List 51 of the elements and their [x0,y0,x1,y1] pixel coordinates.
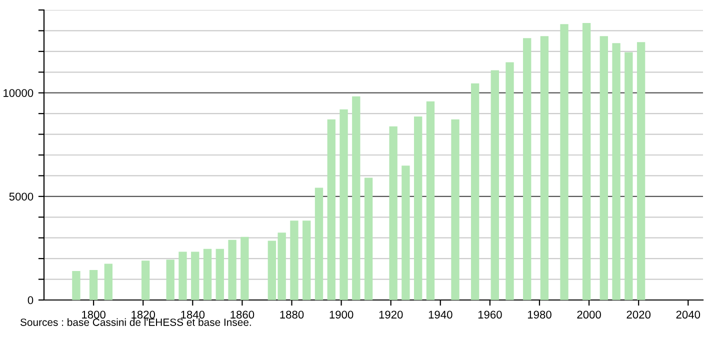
x-tick-label: 1860 [230,310,254,319]
bar [624,52,633,300]
bar [314,188,324,300]
x-tick-label: 1880 [280,310,304,319]
bar [636,42,646,300]
x-tick-label: 1960 [478,310,502,319]
bar [600,36,608,300]
bar [560,24,568,300]
bar [72,271,80,300]
bar [352,96,360,300]
bar [191,252,200,300]
bar [104,264,112,300]
x-tick-label: 1840 [181,310,205,319]
bar [240,236,249,300]
x-tick-label: 1900 [330,310,354,319]
bar [166,260,174,300]
bar [89,270,98,300]
x-tick-label: 2000 [577,310,601,319]
bar [340,109,348,300]
x-tick-label: 1920 [379,310,403,319]
bar [426,101,435,300]
bar [540,36,549,300]
y-tick-label: 5000 [9,192,34,201]
bar [414,116,422,300]
bar [523,38,532,300]
bar [582,23,591,300]
bar [228,240,236,300]
bar [203,248,212,300]
bar [612,43,620,300]
x-tick-label: 1980 [528,310,552,319]
bar [402,166,410,300]
y-tick-label: 0 [28,296,34,304]
x-tick-label: 1940 [428,310,452,319]
x-tick-label: 1800 [82,310,106,319]
bar [216,248,224,300]
y-tick-label: 10000 [4,89,34,97]
bar [490,70,499,300]
x-tick-label: 2020 [626,310,651,319]
bar [451,119,460,300]
bar [141,260,150,300]
bar [389,126,398,300]
bar [506,62,514,300]
source-note: Sources : base Cassini de l'EHESS et base Insee. [20,318,251,326]
bar [290,220,298,300]
bar [178,252,187,300]
bar [302,220,311,300]
bar [470,83,480,300]
bar [364,178,373,300]
x-tick-label: 1820 [132,310,156,319]
bar [327,119,336,300]
x-tick-label: 2040 [676,310,700,319]
